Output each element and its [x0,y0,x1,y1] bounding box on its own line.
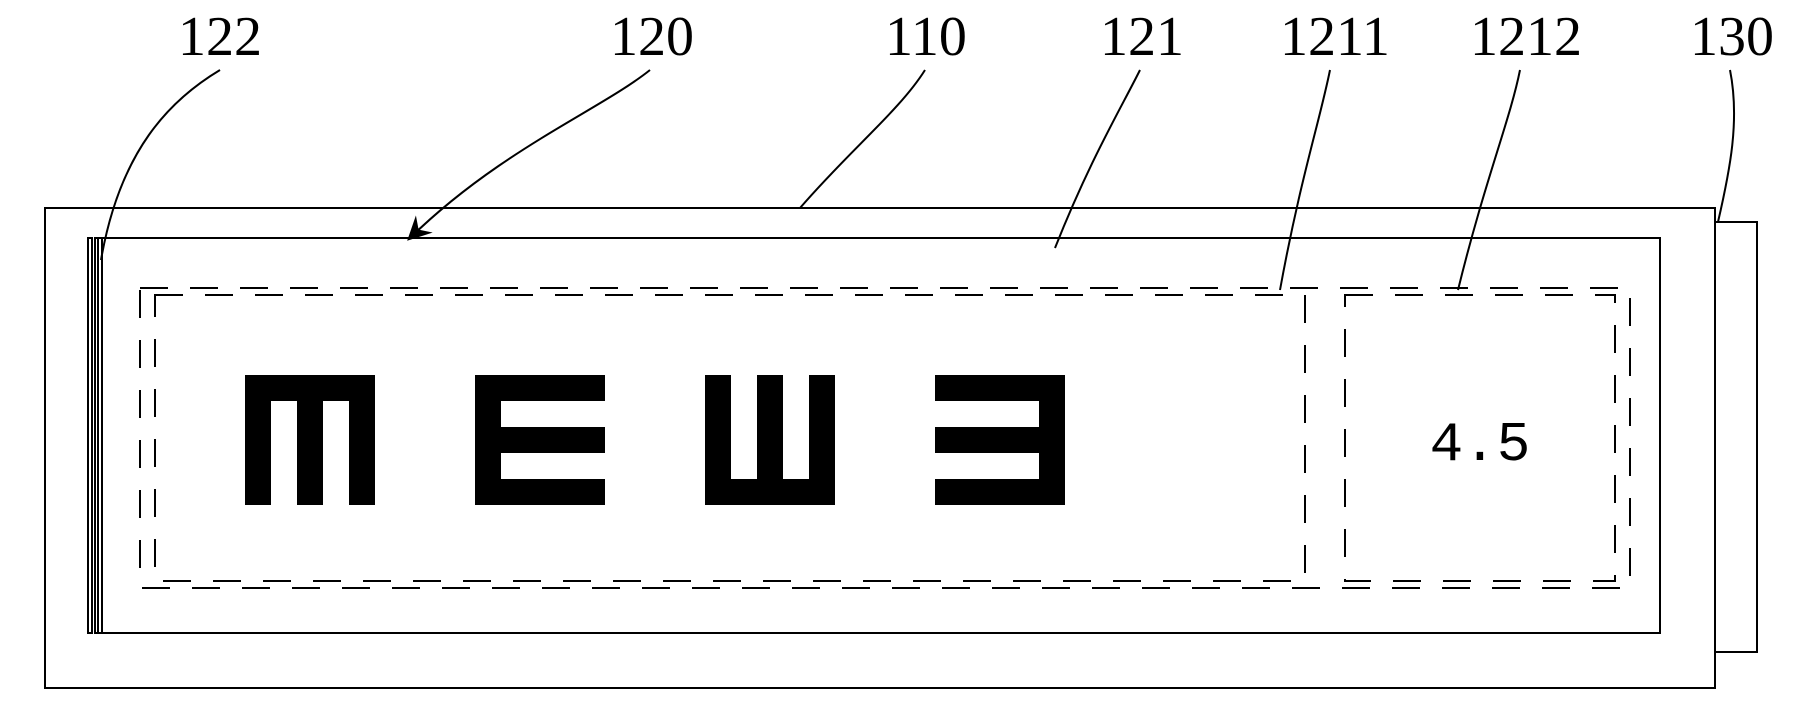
ref-label-110: 110 [885,6,967,68]
leader-130 [1718,70,1734,222]
leader-110 [800,70,925,208]
leader-1212 [1458,70,1520,290]
optotype-e-left [935,375,1065,505]
ref-label-122: 122 [178,6,262,68]
ref-label-1212: 1212 [1470,6,1582,68]
ref-label-130: 130 [1690,6,1774,68]
optotype-e-up [705,375,835,505]
optotype-e-right [475,375,605,505]
ref-label-121: 121 [1100,6,1184,68]
leader-121 [1055,70,1140,248]
leader-120 [410,70,650,238]
ref-label-1211: 1211 [1280,6,1390,68]
binding-strip-122b [98,238,102,633]
ref-label-120: 120 [610,6,694,68]
leader-1211 [1280,70,1330,290]
acuity-value-text: 4.5 [1430,413,1531,477]
binding-strip-122a [88,238,92,633]
tab-130 [1715,222,1757,652]
leader-122 [101,70,220,260]
optotype-e-down [245,375,375,505]
card-120 [95,238,1660,633]
